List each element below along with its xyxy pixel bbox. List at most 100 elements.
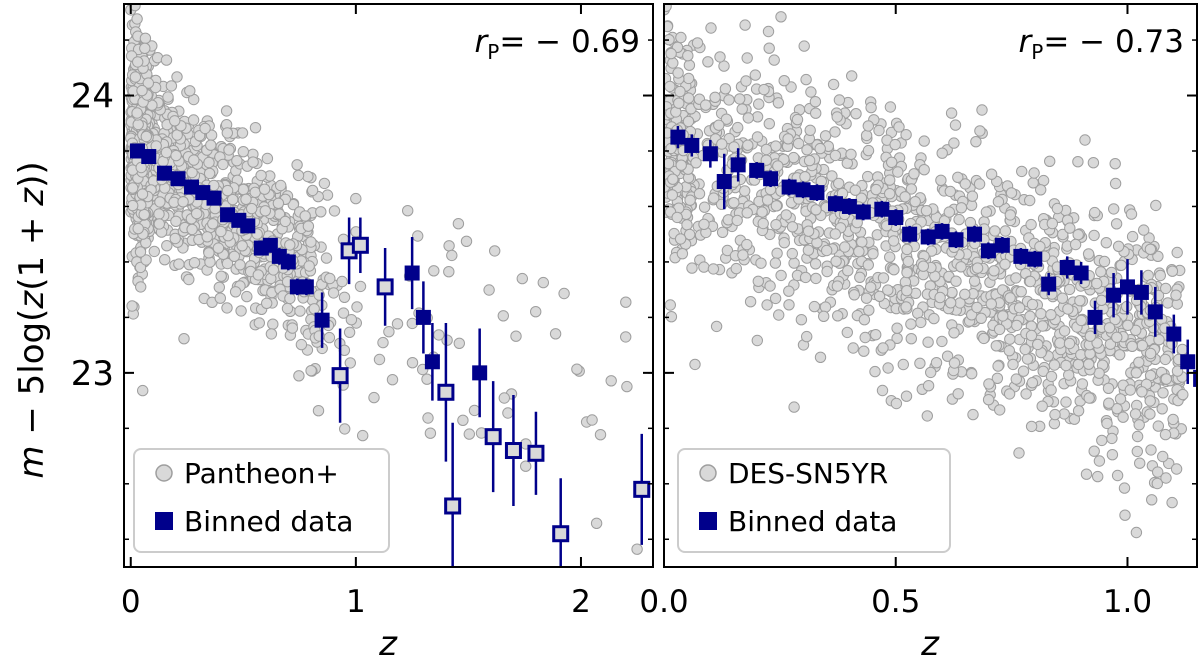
- scatter-point: [351, 301, 363, 313]
- scatter-point: [752, 275, 764, 287]
- y-label-z1: z: [12, 290, 52, 310]
- scatter-point: [862, 170, 874, 183]
- scatter-point: [690, 157, 702, 169]
- scatter-point: [1160, 472, 1172, 484]
- scatter-point: [992, 196, 1005, 208]
- scatter-point: [312, 405, 325, 417]
- binned-point: [1073, 265, 1089, 281]
- scatter-point: [691, 37, 704, 49]
- scatter-point: [664, 34, 675, 46]
- scatter-point: [758, 83, 770, 96]
- scatter-point: [446, 249, 458, 262]
- scatter-point: [1091, 277, 1103, 290]
- scatter-point: [135, 161, 147, 174]
- binned-point: [170, 171, 186, 187]
- scatter-point: [973, 178, 986, 190]
- scatter-point: [1080, 468, 1093, 480]
- binned-point: [934, 223, 950, 239]
- scatter-point: [809, 96, 822, 108]
- scatter-point: [315, 206, 327, 218]
- pearson-subscript: P: [1031, 40, 1043, 64]
- binned-point: [1166, 326, 1182, 342]
- scatter-point: [235, 305, 247, 317]
- scatter-point: [935, 174, 947, 187]
- scatter-point: [287, 198, 299, 211]
- scatter-point: [1152, 420, 1165, 432]
- scatter-point: [1110, 218, 1123, 230]
- scatter-point: [1003, 345, 1015, 357]
- scatter-point: [186, 166, 198, 179]
- scatter-point: [324, 272, 336, 285]
- scatter-point: [154, 196, 166, 208]
- scatter-point: [1024, 275, 1037, 288]
- scatter-point: [664, 4, 672, 12]
- scatter-point: [814, 142, 826, 155]
- scatter-point: [284, 239, 296, 251]
- scatter-point: [946, 286, 958, 299]
- scatter-point: [1045, 309, 1057, 321]
- scatter-point: [900, 390, 913, 402]
- scatter-point: [698, 261, 710, 273]
- scatter-point: [770, 140, 782, 152]
- scatter-point: [702, 56, 714, 68]
- scatter-point: [870, 329, 882, 341]
- scatter-point: [877, 272, 890, 284]
- scatter-point: [742, 112, 754, 124]
- scatter-point: [275, 179, 287, 192]
- scatter-point: [520, 460, 532, 472]
- scatter-point: [1076, 378, 1089, 390]
- scatter-point: [1096, 434, 1108, 447]
- scatter-point: [778, 237, 790, 249]
- scatter-point: [884, 188, 896, 200]
- scatter-point: [246, 202, 258, 215]
- scatter-point: [683, 59, 696, 71]
- scatter-point: [884, 174, 896, 186]
- scatter-point: [620, 331, 632, 343]
- pantheon-legend-box: [133, 448, 390, 553]
- scatter-point: [170, 149, 182, 162]
- scatter-point: [742, 139, 754, 151]
- binned-point: [1013, 248, 1029, 264]
- scatter-point: [1150, 199, 1162, 212]
- scatter-point: [897, 358, 909, 371]
- scatter-point: [700, 99, 712, 111]
- scatter-point: [237, 146, 250, 158]
- binned-point: [280, 254, 296, 270]
- binned-point: [444, 497, 462, 515]
- scatter-point: [741, 52, 753, 64]
- scatter-point: [272, 197, 285, 210]
- scatter-point: [799, 171, 811, 183]
- scatter-point: [952, 388, 964, 400]
- scatter-point: [810, 204, 822, 216]
- scatter-point: [1167, 413, 1179, 426]
- scatter-point: [1106, 432, 1118, 445]
- scatter-point: [1072, 358, 1085, 371]
- scatter-point: [798, 40, 810, 52]
- pearson-subscript: P: [487, 40, 499, 64]
- scatter-point: [237, 183, 250, 196]
- binned-point: [841, 198, 857, 214]
- scatter-point: [1028, 167, 1040, 179]
- scatter-point: [497, 310, 509, 322]
- scatter-point: [294, 305, 306, 317]
- scatter-point: [949, 119, 962, 131]
- scatter-point: [800, 73, 812, 86]
- scatter-point: [1176, 343, 1189, 356]
- scatter-point: [876, 384, 889, 397]
- scatter-point: [452, 218, 465, 230]
- scatter-point: [1024, 194, 1036, 207]
- scatter-point: [948, 137, 960, 149]
- scatter-point: [1015, 286, 1027, 298]
- scatter-point: [1060, 359, 1072, 372]
- scatter-point: [139, 32, 152, 44]
- scatter-point: [1082, 248, 1095, 260]
- scatter-point: [899, 191, 911, 203]
- scatter-point: [402, 205, 414, 217]
- scatter-point: [201, 231, 213, 243]
- scatter-point: [1025, 420, 1038, 433]
- scatter-point: [1036, 400, 1048, 412]
- scatter-point: [1177, 388, 1189, 401]
- scatter-point: [720, 113, 733, 125]
- scatter-point: [1089, 206, 1101, 219]
- scatter-point: [1162, 297, 1174, 309]
